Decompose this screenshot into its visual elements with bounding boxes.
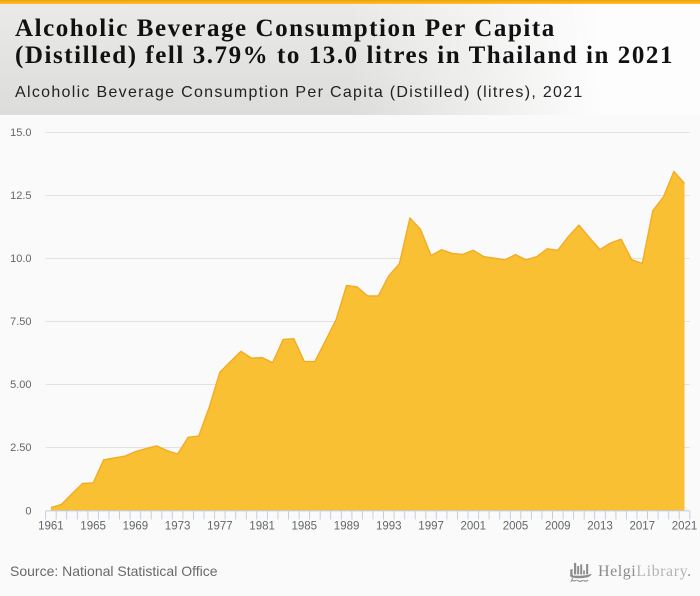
- svg-text:10.0: 10.0: [10, 253, 31, 265]
- svg-text:2.50: 2.50: [10, 442, 31, 454]
- svg-text:1977: 1977: [207, 521, 233, 533]
- svg-text:2009: 2009: [545, 521, 571, 533]
- svg-text:15.0: 15.0: [10, 127, 31, 139]
- svg-text:12.5: 12.5: [10, 190, 31, 202]
- svg-text:1989: 1989: [334, 521, 360, 533]
- svg-text:7.50: 7.50: [10, 316, 31, 328]
- svg-text:2013: 2013: [587, 521, 613, 533]
- svg-text:1969: 1969: [123, 521, 149, 533]
- svg-text:1961: 1961: [38, 521, 64, 533]
- svg-text:2021: 2021: [672, 521, 698, 533]
- svg-text:2005: 2005: [503, 521, 529, 533]
- svg-text:1981: 1981: [249, 521, 275, 533]
- svg-text:1993: 1993: [376, 521, 402, 533]
- svg-text:1997: 1997: [418, 521, 444, 533]
- svg-text:1985: 1985: [292, 521, 318, 533]
- svg-text:0: 0: [25, 505, 31, 517]
- svg-text:5.00: 5.00: [10, 379, 31, 391]
- svg-text:1973: 1973: [165, 521, 191, 533]
- svg-text:2001: 2001: [461, 521, 487, 533]
- svg-text:2017: 2017: [630, 521, 656, 533]
- svg-text:1965: 1965: [80, 521, 106, 533]
